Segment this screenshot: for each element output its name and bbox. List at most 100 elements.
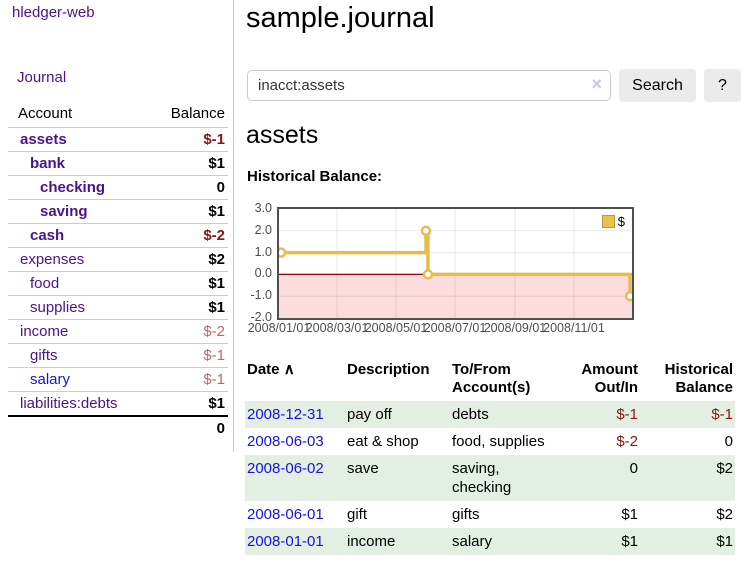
register-table: Date ∧ Description To/From Account(s) Am… xyxy=(245,358,735,555)
chart-y-tick: 2.0 xyxy=(254,222,272,237)
register-row: 2008-06-02 save saving, checking 0 $2 xyxy=(245,455,735,501)
transaction-balance: $2 xyxy=(716,506,733,523)
date-header-label: Date xyxy=(247,361,280,378)
account-balance: $1 xyxy=(144,151,228,176)
account-balance: $-1 xyxy=(144,343,228,368)
transaction-amount: $-1 xyxy=(616,406,638,423)
legend-swatch-icon xyxy=(601,215,615,228)
account-balance: $-2 xyxy=(144,319,228,344)
transaction-date-link[interactable]: 2008-01-01 xyxy=(247,533,324,550)
account-link[interactable]: liabilities:debts xyxy=(20,395,118,412)
chart-x-tick: 2008/03/01 xyxy=(305,321,369,335)
transaction-date-link[interactable]: 2008-06-01 xyxy=(247,506,324,523)
accounts-header-row: Account Balance xyxy=(8,101,228,128)
historical-balance-chart: 3.0 2.0 1.0 0.0 -1.0 -2.0 2008/01/01 2008/03/01… xyxy=(248,201,634,335)
register-row: 2008-06-01 gift gifts $1 $2 xyxy=(245,501,735,528)
account-link[interactable]: assets xyxy=(20,131,67,148)
account-row-salary: salary $-1 xyxy=(8,367,228,392)
account-link[interactable]: gifts xyxy=(30,347,58,364)
account-row-expenses: expenses $2 xyxy=(8,247,228,272)
account-link[interactable]: expenses xyxy=(20,251,85,268)
transaction-amount: $1 xyxy=(621,506,638,523)
chart-x-tick: 2008/11/01 xyxy=(543,321,605,335)
chart-x-tick: 2008/09/01 xyxy=(483,321,547,335)
sidebar-divider xyxy=(233,0,234,452)
search-form: × xyxy=(247,70,611,101)
transaction-accounts: food, supplies xyxy=(452,433,545,450)
accounts-total-row: 0 xyxy=(8,415,228,440)
register-column-balance: Historical Balance xyxy=(664,361,733,396)
account-row-saving: saving $1 xyxy=(8,199,228,224)
account-heading: assets xyxy=(246,121,319,149)
account-row-supplies: supplies $1 xyxy=(8,295,228,320)
page-title: sample.journal xyxy=(246,2,435,34)
chart-y-tick: -2.0 xyxy=(250,310,272,324)
account-balance: $1 xyxy=(144,199,228,224)
chart-x-tick: 2008/01/01 xyxy=(247,321,311,335)
chart-y-tick: 0.0 xyxy=(254,266,272,281)
account-row-liabilities-debts: liabilities:debts $1 xyxy=(8,391,228,416)
accounts-total-spacer xyxy=(8,415,145,440)
transaction-date-link[interactable]: 2008-06-02 xyxy=(247,460,324,477)
register-row: 2008-12-31 pay off debts $-1 $-1 xyxy=(245,401,735,428)
account-link[interactable]: supplies xyxy=(30,299,86,316)
transaction-date-link[interactable]: 2008-06-03 xyxy=(247,433,324,450)
account-link[interactable]: cash xyxy=(30,227,65,244)
help-button[interactable]: ? xyxy=(704,69,741,102)
account-balance: $1 xyxy=(144,391,228,416)
account-balance: $-1 xyxy=(144,127,228,152)
transaction-description: eat & shop xyxy=(347,433,419,450)
accounts-column-account: Account xyxy=(18,105,73,122)
clear-search-icon[interactable]: × xyxy=(591,74,602,94)
account-balance: 0 xyxy=(144,175,228,200)
chart-y-tick: 1.0 xyxy=(254,244,272,259)
chart-title: Historical Balance: xyxy=(247,168,383,185)
register-header-row: Date ∧ Description To/From Account(s) Am… xyxy=(245,358,735,401)
account-balance: $1 xyxy=(144,295,228,320)
chart-x-tick: 2008/05/01 xyxy=(364,321,428,335)
sort-ascending-icon: ∧ xyxy=(283,361,295,378)
account-balance: $-2 xyxy=(144,223,228,248)
search-input[interactable] xyxy=(247,70,611,101)
transaction-balance: $2 xyxy=(716,460,733,477)
register-column-amount: Amount Out/In xyxy=(581,361,638,396)
transaction-accounts: gifts xyxy=(452,506,480,523)
chart-y-tick: 3.0 xyxy=(254,201,272,215)
transaction-balance: $1 xyxy=(716,533,733,550)
account-row-cash: cash $-2 xyxy=(8,223,228,248)
register-column-date[interactable]: Date ∧ xyxy=(245,358,345,401)
account-row-assets: assets $-1 xyxy=(8,127,228,152)
transaction-description: gift xyxy=(347,506,368,523)
account-link[interactable]: income xyxy=(20,323,69,340)
transaction-amount: $1 xyxy=(621,533,638,550)
sidebar-item-journal[interactable]: Journal xyxy=(17,69,67,86)
account-link[interactable]: saving xyxy=(40,203,88,220)
accounts-column-balance: Balance xyxy=(170,105,225,122)
account-row-gifts: gifts $-1 xyxy=(8,343,228,368)
transaction-description: pay off xyxy=(347,406,392,423)
transaction-description: save xyxy=(347,460,379,477)
account-balance: $1 xyxy=(144,271,228,296)
account-link[interactable]: food xyxy=(30,275,60,292)
transaction-accounts: salary xyxy=(452,533,493,550)
transaction-balance: $-1 xyxy=(711,406,733,423)
register-column-description: Description xyxy=(347,361,430,378)
chart-legend: $ xyxy=(600,214,626,229)
account-row-bank: bank $1 xyxy=(8,151,228,176)
accounts-total-value: 0 xyxy=(144,415,228,440)
register-column-tofrom: To/From Account(s) xyxy=(452,361,531,396)
register-row: 2008-06-03 eat & shop food, supplies $-2 0 xyxy=(245,428,735,455)
app-title-link[interactable]: hledger-web xyxy=(12,4,95,21)
chart-x-tick: 2008/07/01 xyxy=(423,321,487,335)
account-row-food: food $1 xyxy=(8,271,228,296)
account-balance: $-1 xyxy=(144,367,228,392)
account-link[interactable]: bank xyxy=(30,155,66,172)
legend-label: $ xyxy=(617,214,625,229)
account-link[interactable]: salary xyxy=(30,371,71,388)
account-link[interactable]: checking xyxy=(40,179,106,196)
account-row-income: income $-2 xyxy=(8,319,228,344)
search-button[interactable]: Search xyxy=(619,69,696,102)
transaction-date-link[interactable]: 2008-12-31 xyxy=(247,406,324,423)
transaction-balance: 0 xyxy=(724,433,733,450)
